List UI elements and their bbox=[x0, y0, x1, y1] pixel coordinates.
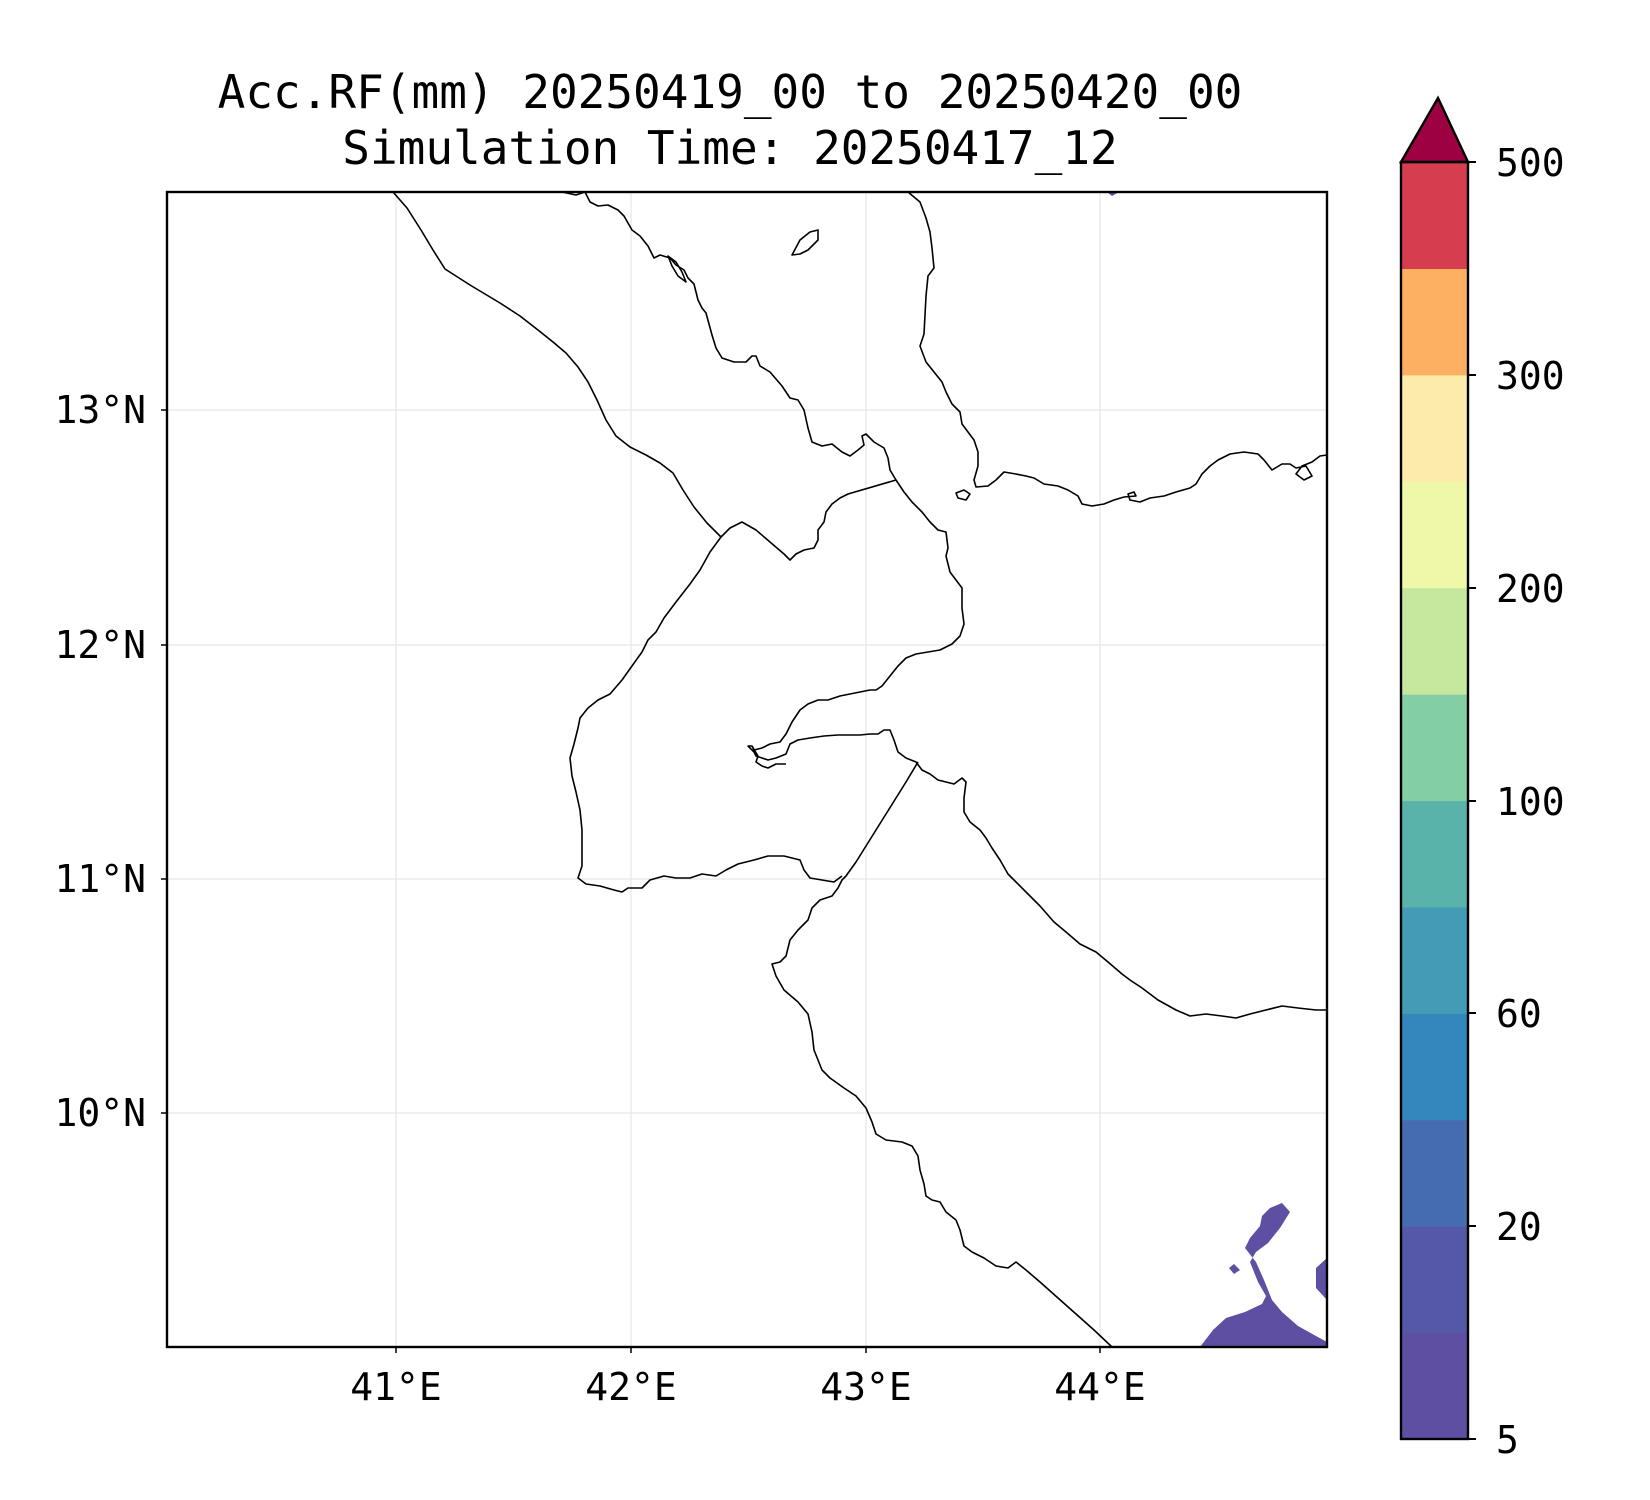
eritrea-djibouti-border bbox=[720, 479, 897, 561]
coastlines-and-borders bbox=[392, 192, 1327, 1347]
lat-tick-label-10: 10°N bbox=[54, 1091, 146, 1135]
map-panel: 41°E 42°E 43°E 44°E 13°N 12°N 11°N 10°N bbox=[54, 190, 1329, 1409]
colorbar-band-10 bbox=[1401, 268, 1468, 376]
map-frame bbox=[165, 190, 1329, 1349]
island-hanish bbox=[791, 229, 819, 256]
colorbar-tick-label-5: 5 bbox=[1496, 1418, 1519, 1462]
arabian-coast-north bbox=[907, 192, 1327, 507]
lon-axis: 41°E 42°E 43°E 44°E bbox=[350, 1347, 1146, 1409]
island-small-a bbox=[955, 489, 971, 501]
rainfall-contours bbox=[1107, 192, 1327, 1347]
colorbar-tick-label-60: 60 bbox=[1496, 992, 1542, 1036]
lat-tick-label-11: 11°N bbox=[54, 857, 146, 901]
colorbar-band-6 bbox=[1401, 694, 1468, 802]
colorbar-ticks: 5 20 60 100 200 300 500 bbox=[1468, 141, 1565, 1462]
colorbar-extend-triangle bbox=[1398, 95, 1470, 164]
rainfall-speck bbox=[1229, 1264, 1240, 1274]
colorbar-band-0 bbox=[1401, 1332, 1468, 1440]
colorbar-band-2 bbox=[1401, 1119, 1468, 1227]
eritrea-ethiopia-border bbox=[392, 192, 722, 538]
colorbar-band-7 bbox=[1401, 587, 1468, 695]
colorbar-tick-label-200: 200 bbox=[1496, 567, 1565, 611]
rainfall-patch-southeast bbox=[1200, 1203, 1327, 1347]
lon-tick-label-41: 41°E bbox=[350, 1365, 442, 1409]
colorbar-band-9 bbox=[1401, 374, 1468, 482]
djibouti-ethiopia-border bbox=[569, 536, 843, 893]
colorbar-band-8 bbox=[1401, 481, 1468, 589]
lat-tick-label-13: 13°N bbox=[54, 388, 146, 432]
island-small-b bbox=[667, 255, 687, 283]
colorbar-band-11 bbox=[1401, 162, 1468, 270]
somalia-ethiopia-border bbox=[771, 761, 1113, 1347]
colorbar-band-3 bbox=[1401, 1013, 1468, 1121]
colorbar: 5 20 60 100 200 300 500 bbox=[1398, 95, 1565, 1462]
map-gridlines bbox=[167, 192, 1327, 1347]
rainfall-patch-east-edge bbox=[1316, 1258, 1327, 1300]
figure-title-line2: Simulation Time: 20250417_12 bbox=[342, 121, 1117, 175]
lat-tick-label-12: 12°N bbox=[54, 623, 146, 667]
colorbar-bands bbox=[1401, 162, 1468, 1440]
lon-tick-label-42: 42°E bbox=[585, 1365, 677, 1409]
colorbar-tick-label-500: 500 bbox=[1496, 141, 1565, 185]
figure-title-line1: Acc.RF(mm) 20250419_00 to 20250420_00 bbox=[218, 65, 1243, 119]
colorbar-band-4 bbox=[1401, 906, 1468, 1014]
colorbar-band-1 bbox=[1401, 1226, 1468, 1334]
lat-axis: 13°N 12°N 11°N 10°N bbox=[54, 388, 167, 1135]
colorbar-band-5 bbox=[1401, 800, 1468, 908]
colorbar-tick-label-100: 100 bbox=[1496, 780, 1565, 824]
lon-tick-label-43: 43°E bbox=[820, 1365, 912, 1409]
eritrea-coast bbox=[561, 192, 897, 481]
djibouti-inner-coast bbox=[751, 745, 786, 769]
colorbar-tick-label-300: 300 bbox=[1496, 354, 1565, 398]
colorbar-tick-label-20: 20 bbox=[1496, 1205, 1542, 1249]
lon-tick-label-44: 44°E bbox=[1054, 1365, 1146, 1409]
djibouti-coast bbox=[747, 479, 1327, 1019]
